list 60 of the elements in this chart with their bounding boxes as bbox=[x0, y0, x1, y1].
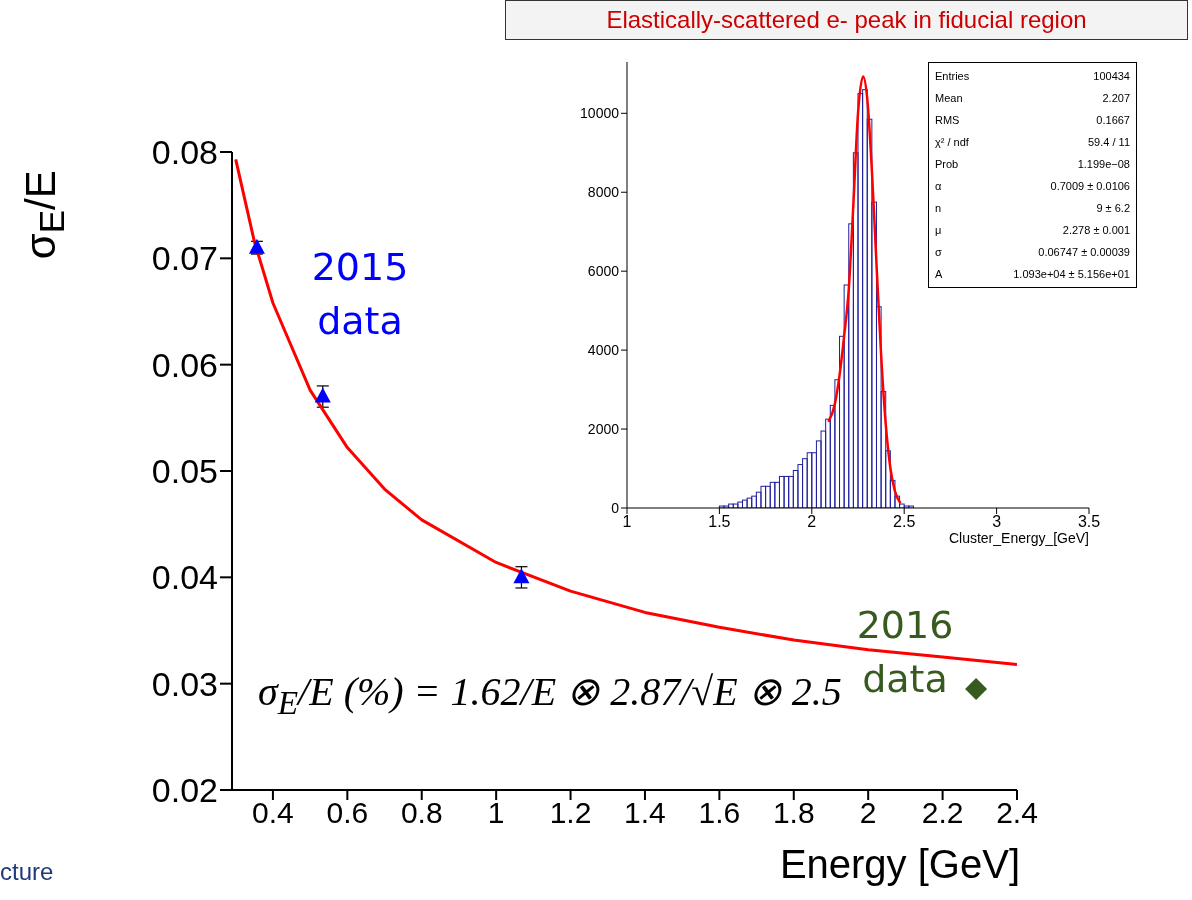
annotation: 1.093e+04 ± 5.156e+01 bbox=[1012, 267, 1130, 282]
x-tick-label: 1 bbox=[487, 796, 505, 830]
annotation: n bbox=[935, 201, 943, 216]
annotation: 1.199e−08 bbox=[1076, 157, 1130, 172]
y-tick-label: 4000 bbox=[587, 342, 620, 359]
y-tick-label: 0.05 bbox=[151, 452, 218, 491]
x-tick-label: 0.6 bbox=[326, 796, 369, 830]
annotation: μ bbox=[935, 223, 943, 238]
x-tick-label: 1.5 bbox=[708, 513, 731, 531]
annotation: 59.4 / 11 bbox=[1087, 135, 1130, 150]
point bbox=[513, 568, 530, 584]
x-tick-label: 2 bbox=[807, 513, 817, 531]
annotation: 0.06747 ± 0.00039 bbox=[1037, 245, 1130, 260]
annotation: Entries bbox=[935, 69, 970, 84]
x-tick-label: 2.5 bbox=[893, 513, 916, 531]
annotation: 2.278 ± 0.001 bbox=[1061, 223, 1130, 238]
x-tick-label: 0.8 bbox=[400, 796, 443, 830]
series-label: 2016 data bbox=[855, 602, 955, 703]
annotation: σ bbox=[935, 245, 943, 260]
y-tick-label: 6000 bbox=[587, 263, 620, 280]
point bbox=[965, 677, 988, 700]
x-tick-label: 0.4 bbox=[252, 796, 294, 830]
x-tick-label: 2.2 bbox=[921, 796, 964, 830]
annotation: Prob bbox=[935, 157, 960, 172]
y-tick-label: 0 bbox=[611, 499, 620, 516]
annotation: Mean bbox=[935, 91, 964, 106]
x-tick-label: 1.2 bbox=[549, 796, 592, 830]
annotation: σ$_{E}$/E (%) = 1.62/E ⊗ 2.87/√E ⊗ 2.5 bbox=[258, 668, 842, 722]
x-tick-label: 1.8 bbox=[772, 796, 815, 830]
annotation: 0.7009 ± 0.0106 bbox=[1049, 179, 1130, 194]
text: cture bbox=[0, 858, 54, 886]
x-tick-label: 3.5 bbox=[1077, 513, 1101, 531]
y-tick-label: 0.06 bbox=[151, 345, 218, 384]
y-tick-label: 8000 bbox=[587, 184, 620, 201]
x-tick-label: 1 bbox=[622, 513, 632, 531]
annotation: χ² / ndf bbox=[935, 135, 970, 150]
annotation: α bbox=[935, 179, 943, 194]
x-tick-label: 2 bbox=[859, 796, 877, 830]
series-label: 2015 data bbox=[310, 244, 410, 345]
y-tick-label: 0.02 bbox=[151, 771, 218, 810]
x-axis-title: Energy [GeV] bbox=[779, 842, 1020, 887]
y-tick-label: 0.04 bbox=[151, 558, 218, 597]
text: 9 ± 6.2 bbox=[1095, 201, 1130, 216]
y-tick-label: 2000 bbox=[587, 421, 620, 438]
chart-title: Elastically-scattered e- peak in fiducial region bbox=[505, 0, 1188, 40]
y-tick-label: 0.08 bbox=[151, 133, 218, 172]
point bbox=[314, 387, 331, 403]
x-tick-label: 1.4 bbox=[624, 796, 666, 830]
text: 100434 bbox=[1092, 69, 1130, 84]
y-tick-label: 10000 bbox=[580, 105, 620, 122]
y-tick-label: 0.03 bbox=[151, 664, 218, 703]
x-tick-label: 2.4 bbox=[996, 796, 1038, 830]
x-tick-label: 3 bbox=[992, 513, 1002, 531]
annotation: A bbox=[935, 267, 944, 282]
y-tick-label: 0.07 bbox=[151, 239, 218, 278]
text: 2.207 bbox=[1101, 91, 1130, 106]
text: 0.1667 bbox=[1095, 113, 1130, 128]
annotation: RMS bbox=[935, 113, 961, 128]
x-tick-label: 1.6 bbox=[698, 796, 741, 830]
x-axis-title: Cluster_Energy_[GeV] bbox=[948, 530, 1089, 546]
